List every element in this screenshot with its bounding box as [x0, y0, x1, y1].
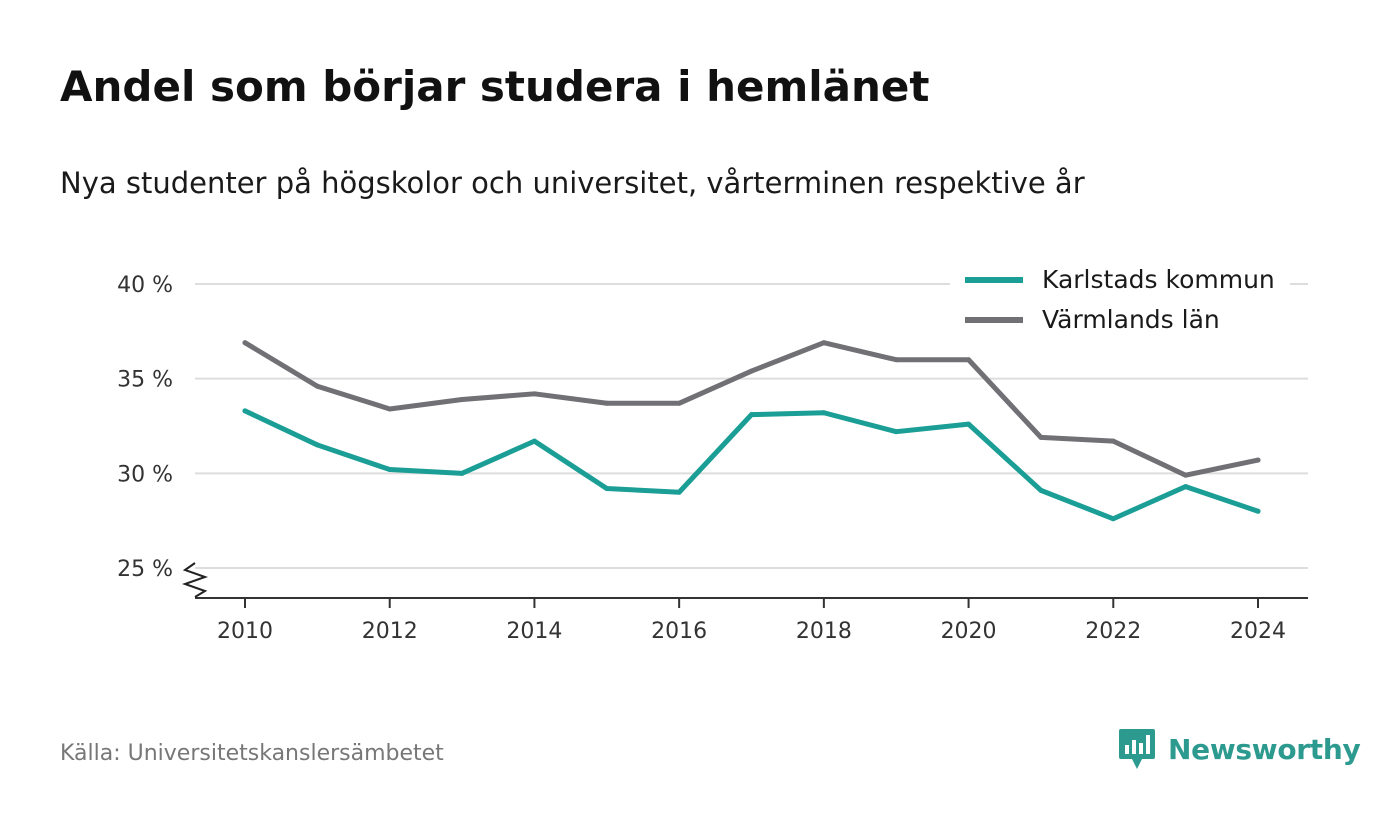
data-point [1255, 457, 1261, 463]
chart-subtitle: Nya studenter på högskolor och universit… [60, 166, 1085, 200]
newsworthy-logo-icon [1119, 729, 1155, 769]
x-tick-label: 2010 [217, 619, 273, 644]
data-point [1038, 434, 1044, 440]
legend-bg [950, 298, 1290, 334]
y-tick-label: 40 % [117, 273, 173, 298]
brand[interactable]: Newsworthy [1118, 727, 1361, 771]
data-point [242, 408, 248, 414]
series-line [242, 340, 1261, 478]
x-tick-label: 2020 [941, 619, 997, 644]
data-point [531, 438, 537, 444]
x-tick-label: 2016 [651, 619, 707, 644]
data-point [893, 357, 899, 363]
data-point [459, 396, 465, 402]
legend-label: Värmlands län [1042, 305, 1220, 334]
data-point [387, 467, 393, 473]
data-point [821, 340, 827, 346]
data-point [531, 391, 537, 397]
data-point [749, 368, 754, 374]
y-tick-label: 35 % [117, 368, 173, 393]
data-point [1183, 484, 1189, 490]
data-point [893, 429, 899, 435]
y-tick-label: 25 % [117, 557, 173, 582]
data-point [676, 400, 682, 406]
data-point [1183, 472, 1189, 478]
data-point [821, 410, 827, 416]
data-point [604, 400, 610, 406]
source-note: Källa: Universitetskanslersämbetet [60, 741, 444, 766]
line-chart: 25 % 30 % 35 % 40 % 2010 2012 2014 2016 2018 2020… [117, 258, 1308, 644]
data-point [314, 383, 320, 389]
x-tick-label: 2022 [1085, 619, 1141, 644]
legend-label: Karlstads kommun [1042, 265, 1275, 294]
data-point [966, 357, 972, 363]
data-point [387, 406, 393, 412]
x-tick-label: 2018 [796, 619, 852, 644]
x-tick-label: 2012 [362, 619, 418, 644]
x-tick-label: 2024 [1230, 619, 1286, 644]
data-point [1110, 516, 1116, 522]
data-point [676, 489, 682, 495]
legend-bg [950, 258, 1290, 294]
data-point [749, 412, 754, 418]
series-line [242, 408, 1261, 522]
brand-name: Newsworthy [1168, 732, 1361, 766]
chart-title: Andel som börjar studera i hemlänet [60, 62, 930, 111]
data-point [314, 442, 320, 448]
data-point [1038, 487, 1044, 493]
axis-break-icon [181, 562, 209, 598]
data-point [966, 421, 972, 427]
data-point [1255, 508, 1261, 514]
data-point [604, 485, 610, 491]
x-tick-label: 2014 [506, 619, 562, 644]
y-tick-label: 30 % [117, 462, 173, 487]
data-point [242, 340, 248, 346]
data-point [459, 470, 465, 476]
data-point [1110, 438, 1116, 444]
